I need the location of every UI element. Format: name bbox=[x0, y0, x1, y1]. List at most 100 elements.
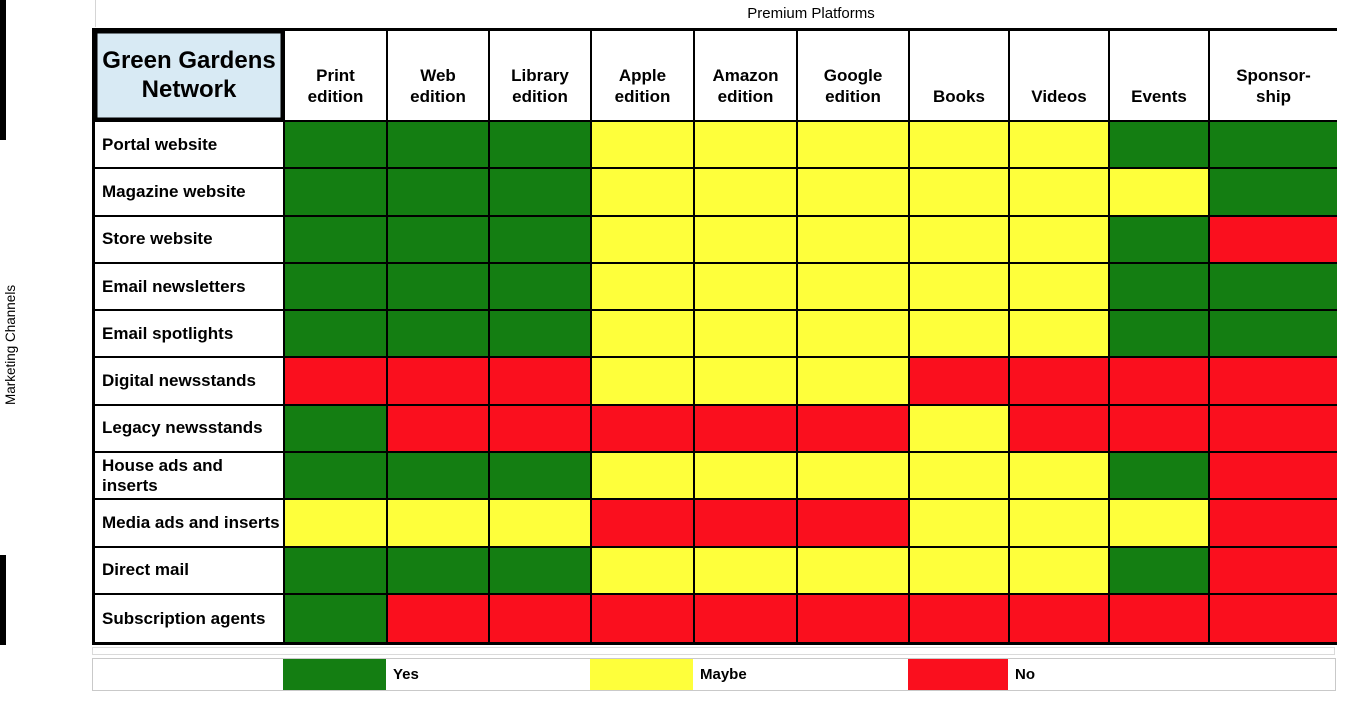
matrix-cell-no bbox=[1210, 547, 1337, 595]
matrix-cell-yes bbox=[1110, 216, 1210, 264]
matrix-cell-yes bbox=[388, 216, 490, 264]
matrix-cell-no bbox=[592, 405, 695, 454]
legend-swatch-no bbox=[908, 659, 1008, 690]
matrix-cell-maybe bbox=[285, 500, 388, 548]
legend-swatch-cell bbox=[908, 659, 1008, 690]
matrix-cell-yes bbox=[490, 122, 592, 170]
matrix-cell-maybe bbox=[798, 263, 910, 312]
matrix-cell-maybe bbox=[798, 216, 910, 264]
matrix-cell-yes bbox=[490, 547, 592, 595]
row-axis-label: Marketing Channels bbox=[3, 284, 18, 406]
matrix-cell-yes bbox=[1110, 453, 1210, 501]
matrix-cell-no bbox=[1010, 405, 1110, 454]
matrix-cell-yes bbox=[388, 169, 490, 217]
table-title-cell: Green Gardens Network bbox=[95, 31, 285, 122]
matrix-cell-maybe bbox=[798, 358, 910, 406]
matrix-cell-yes bbox=[285, 169, 388, 217]
matrix-cell-yes bbox=[1110, 263, 1210, 312]
matrix-cell-maybe bbox=[1010, 122, 1110, 170]
matrix-cell-maybe bbox=[592, 263, 695, 312]
matrix-cell-no bbox=[1010, 358, 1110, 406]
matrix-cell-maybe bbox=[910, 405, 1010, 454]
matrix-cell-yes bbox=[1110, 311, 1210, 359]
matrix-cell-no bbox=[1210, 594, 1337, 643]
matrix-cell-maybe bbox=[910, 500, 1010, 548]
matrix-cell-maybe bbox=[1010, 453, 1110, 501]
column-header: Web edition bbox=[388, 31, 490, 122]
left-border-line-top bbox=[0, 0, 6, 140]
row-label: Email spotlights bbox=[95, 311, 285, 359]
matrix-cell-yes bbox=[285, 263, 388, 312]
matrix-cell-no bbox=[695, 500, 798, 548]
matrix-cell-maybe bbox=[910, 169, 1010, 217]
matrix-cell-no bbox=[798, 594, 910, 643]
matrix-cell-maybe bbox=[695, 453, 798, 501]
matrix-cell-no bbox=[490, 594, 592, 643]
spreadsheet-gridline bbox=[95, 0, 96, 27]
matrix-cell-no bbox=[285, 358, 388, 406]
matrix-cell-maybe bbox=[592, 311, 695, 359]
legend-swatch-maybe bbox=[590, 659, 693, 690]
matrix-cell-maybe bbox=[592, 358, 695, 406]
matrix-cell-maybe bbox=[695, 263, 798, 312]
legend-empty-cell bbox=[1208, 659, 1335, 690]
matrix-cell-yes bbox=[490, 311, 592, 359]
matrix-table: Green Gardens Network Print edition Web e… bbox=[92, 28, 1337, 646]
column-header: Library edition bbox=[490, 31, 592, 122]
matrix-cell-no bbox=[1210, 500, 1337, 548]
matrix-cell-no bbox=[1110, 358, 1210, 406]
matrix-cell-yes bbox=[388, 547, 490, 595]
legend-empty-cell bbox=[796, 659, 908, 690]
matrix-cell-yes bbox=[285, 594, 388, 643]
matrix-cell-maybe bbox=[695, 311, 798, 359]
matrix-cell-maybe bbox=[1010, 547, 1110, 595]
matrix-cell-maybe bbox=[1110, 500, 1210, 548]
row-label: Direct mail bbox=[95, 547, 285, 595]
matrix-cell-maybe bbox=[798, 122, 910, 170]
legend-swatch-yes bbox=[283, 659, 386, 690]
legend-label: No bbox=[1015, 666, 1035, 683]
matrix-cell-yes bbox=[388, 122, 490, 170]
matrix-cell-no bbox=[798, 500, 910, 548]
matrix-cell-no bbox=[798, 405, 910, 454]
matrix-cell-no bbox=[695, 594, 798, 643]
matrix-cell-yes bbox=[285, 453, 388, 501]
matrix-cell-no bbox=[1110, 405, 1210, 454]
row-label: Legacy newsstands bbox=[95, 405, 285, 454]
matrix-cell-maybe bbox=[798, 547, 910, 595]
legend-swatch-cell bbox=[283, 659, 386, 690]
column-header: Google edition bbox=[798, 31, 910, 122]
row-label: Media ads and inserts bbox=[95, 500, 285, 548]
legend-swatch-cell bbox=[590, 659, 693, 690]
matrix-cell-maybe bbox=[910, 453, 1010, 501]
matrix-cell-no bbox=[1110, 594, 1210, 643]
matrix-cell-no bbox=[490, 358, 592, 406]
matrix-cell-yes bbox=[388, 263, 490, 312]
matrix-cell-yes bbox=[1210, 263, 1337, 312]
matrix-cell-no bbox=[1210, 453, 1337, 501]
matrix-cell-maybe bbox=[798, 453, 910, 501]
left-border-line-bottom bbox=[0, 555, 6, 645]
matrix-cell-maybe bbox=[1010, 311, 1110, 359]
matrix-cell-maybe bbox=[695, 122, 798, 170]
matrix-cell-yes bbox=[285, 216, 388, 264]
row-label: Email newsletters bbox=[95, 263, 285, 312]
legend-empty-cell bbox=[1108, 659, 1208, 690]
matrix-cell-no bbox=[910, 594, 1010, 643]
matrix-cell-maybe bbox=[592, 169, 695, 217]
matrix-cell-maybe bbox=[695, 547, 798, 595]
matrix-cell-maybe bbox=[910, 263, 1010, 312]
matrix-cell-no bbox=[1210, 405, 1337, 454]
matrix-cell-maybe bbox=[910, 547, 1010, 595]
matrix-cell-maybe bbox=[592, 547, 695, 595]
matrix-cell-yes bbox=[388, 311, 490, 359]
matrix-cell-yes bbox=[1210, 169, 1337, 217]
column-header: Apple edition bbox=[592, 31, 695, 122]
matrix-cell-maybe bbox=[910, 216, 1010, 264]
matrix-cell-maybe bbox=[1010, 169, 1110, 217]
row-label: Magazine website bbox=[95, 169, 285, 217]
column-header: Events bbox=[1110, 31, 1210, 122]
legend-empty-cell bbox=[93, 659, 283, 690]
matrix-cell-maybe bbox=[592, 122, 695, 170]
